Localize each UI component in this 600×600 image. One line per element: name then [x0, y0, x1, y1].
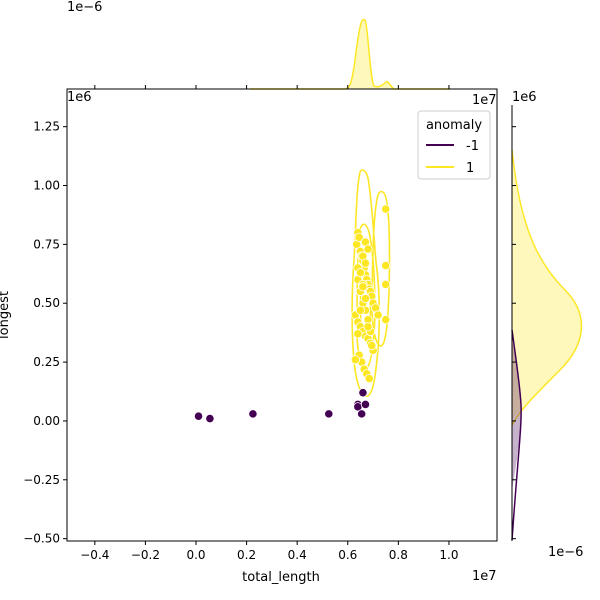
y-tick-label: −0.50 — [23, 532, 60, 546]
normal-point — [353, 329, 363, 339]
x-tick-label: −0.4 — [80, 548, 109, 562]
top-marginal-ticks — [94, 85, 450, 89]
normal-point — [363, 322, 373, 332]
main-axes-frame — [66, 88, 498, 542]
legend-label-normal: 1 — [466, 161, 474, 176]
normal-point — [381, 260, 391, 271]
y-offset-label: 1e6 — [67, 90, 92, 105]
kde-contour-outer-left — [351, 169, 381, 397]
normal-point — [373, 310, 383, 320]
x-tick-label: −0.2 — [131, 548, 160, 562]
legend-label-anomaly: -1 — [466, 139, 479, 154]
y-tick-label: 0.00 — [33, 414, 60, 428]
normal-point — [350, 355, 360, 365]
y-tick-label: 1.00 — [33, 179, 60, 193]
right-marginal-density-fill — [512, 160, 582, 420]
normal-point — [363, 244, 373, 254]
x-offset-label: 1e7 — [472, 569, 497, 584]
anomaly-point — [205, 413, 215, 424]
x-axis-label: total_length — [242, 570, 320, 585]
anomaly-point — [358, 388, 368, 398]
right-marginal-anomaly-line — [511, 329, 522, 541]
y-tick-label: 0.50 — [33, 296, 60, 310]
x-tick-label: 0.6 — [338, 548, 357, 562]
normal-point — [364, 373, 374, 384]
right-marginal — [511, 105, 583, 541]
top-marginal — [250, 18, 450, 90]
x-tick-label: 0.4 — [288, 548, 307, 562]
top-marginal-density-fill — [300, 19, 400, 89]
legend-title: anomaly — [426, 118, 482, 133]
anomaly-point — [248, 409, 258, 419]
legend: anomaly -1 1 — [417, 110, 491, 180]
normal-point — [367, 341, 377, 351]
right-marginal-offset-label: 1e−6 — [548, 545, 583, 560]
normal-point — [355, 268, 366, 278]
normal-point — [354, 232, 364, 242]
anomaly-point — [357, 409, 367, 419]
y-axis-ticks: −0.50 −0.25 0.00 0.25 0.50 0.75 1.00 1.25 — [23, 120, 516, 546]
anomaly-point — [193, 411, 204, 421]
normal-point — [360, 258, 371, 268]
right-marginal-top-offset-label: 1e6 — [512, 90, 537, 105]
right-marginal-anomaly-fill — [512, 340, 522, 490]
x-tick-label: 1.0 — [439, 548, 458, 562]
y-tick-label: −0.25 — [23, 473, 60, 487]
top-marginal-offset-label: 1e−6 — [67, 0, 102, 15]
normal-point — [360, 293, 371, 304]
y-tick-label: 1.25 — [33, 120, 60, 134]
normal-point — [381, 315, 391, 325]
normal-point — [381, 204, 391, 214]
right-marginal-density-line — [511, 149, 583, 426]
x-top-offset-label: 1e7 — [472, 93, 497, 108]
normal-point — [358, 282, 368, 292]
x-tick-label: 0.0 — [186, 548, 205, 562]
y-tick-label: 0.75 — [33, 237, 60, 251]
x-tick-label: 0.2 — [237, 548, 256, 562]
top-marginal-density-line — [250, 18, 450, 90]
y-tick-label: 0.25 — [33, 355, 60, 369]
x-tick-label: 0.8 — [389, 548, 408, 562]
y-axis-label: longest — [0, 291, 12, 339]
anomaly-point — [360, 399, 371, 410]
anomaly-point — [324, 409, 334, 419]
kde-contour-outer-right — [371, 190, 391, 347]
normal-point — [355, 305, 366, 315]
normal-point — [381, 279, 391, 289]
scatter-points — [193, 204, 391, 424]
x-axis-ticks: −0.4 −0.2 0.0 0.2 0.4 0.6 0.8 1.0 — [80, 541, 458, 562]
